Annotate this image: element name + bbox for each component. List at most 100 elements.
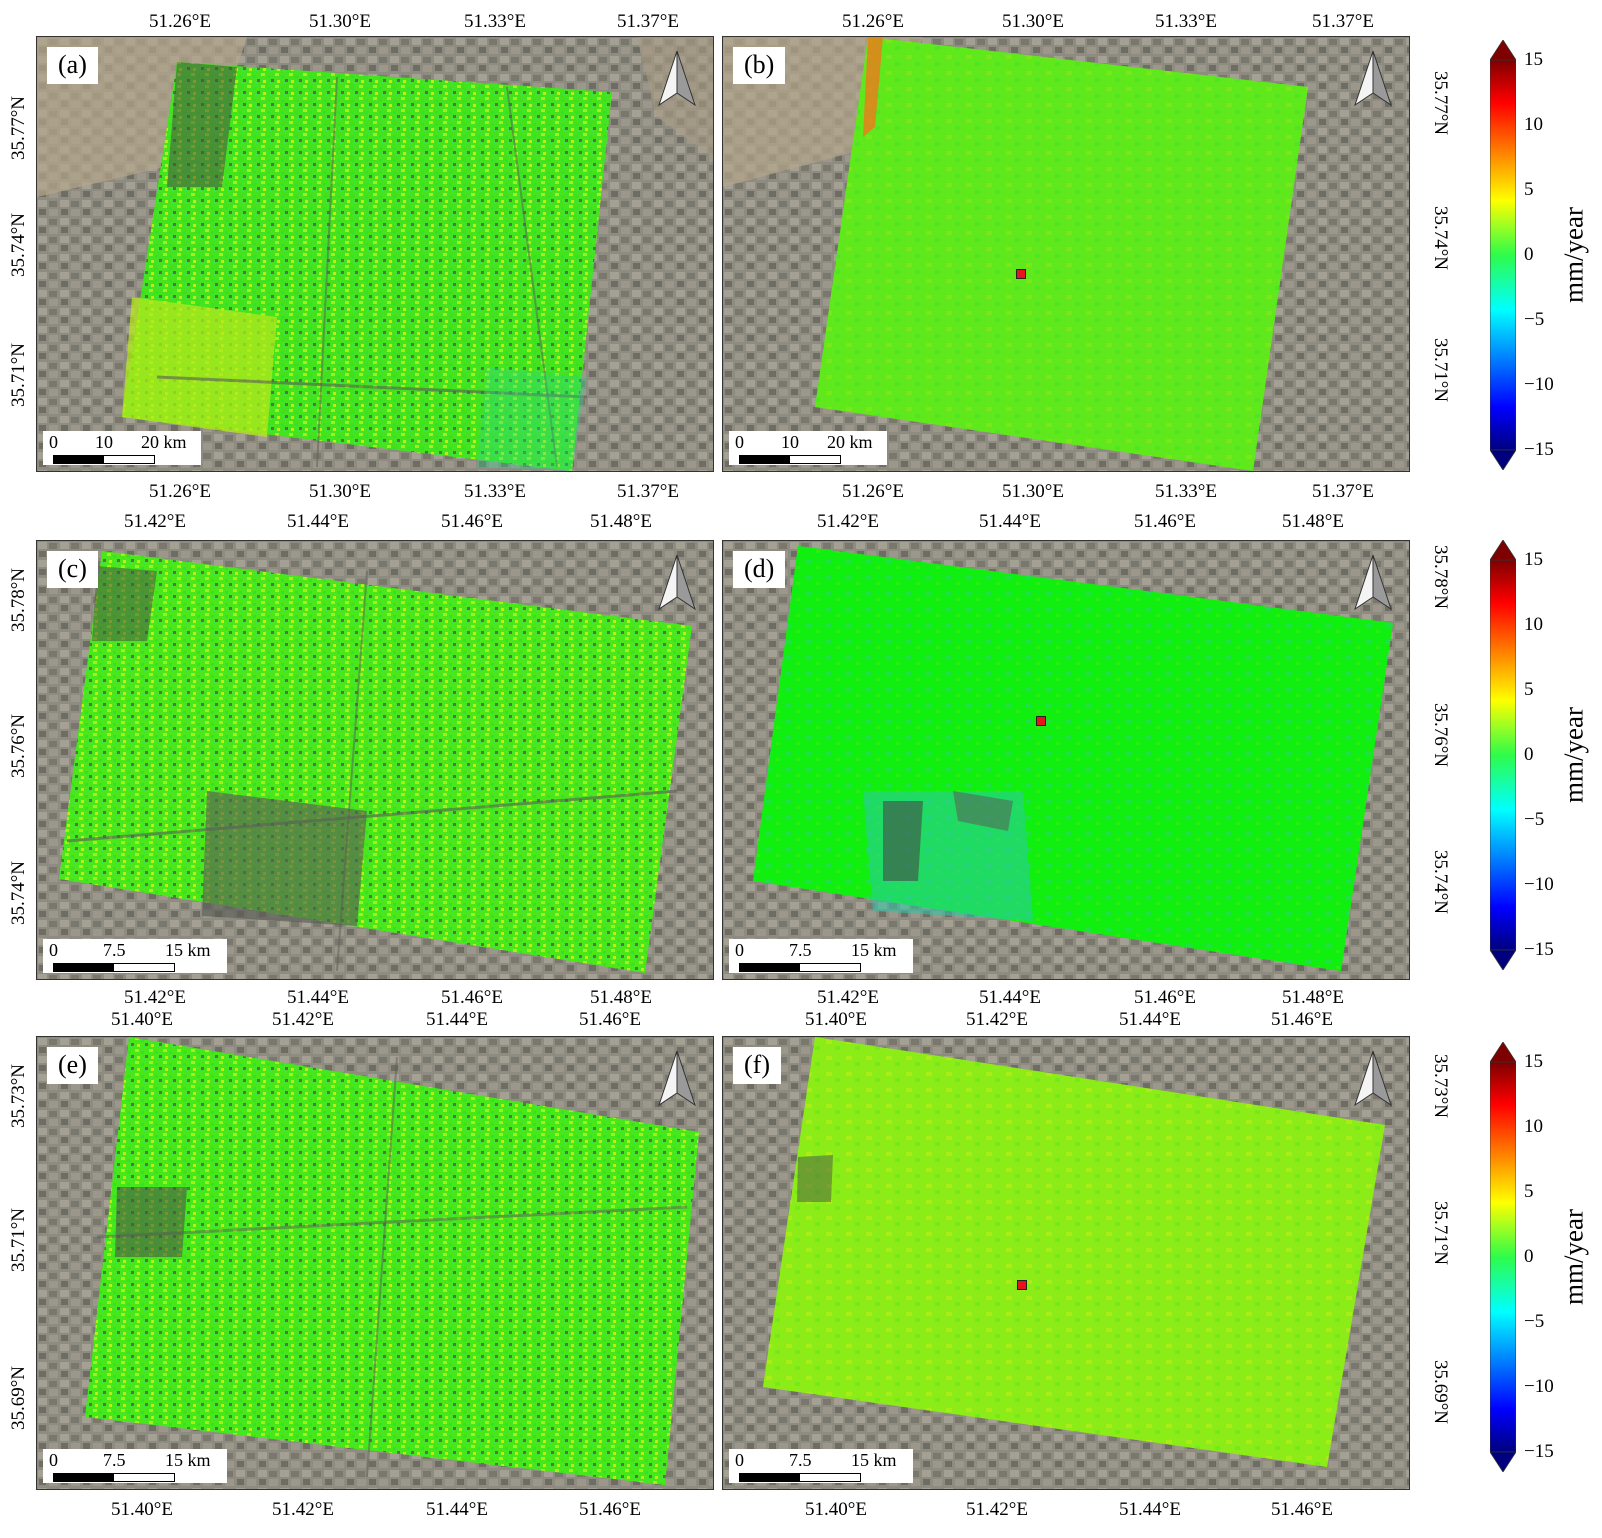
scale-label-2: 15 km xyxy=(165,940,211,960)
scale-label-0: 0 xyxy=(49,940,58,960)
bottom-tick-a-0: 51.26°E xyxy=(149,481,211,502)
colorbar-label: mm/year xyxy=(1558,707,1589,803)
colorbar-tick: 15 xyxy=(1524,49,1543,70)
scale-label-2: 15 km xyxy=(851,940,897,960)
scale-label-2: 15 km xyxy=(165,1450,211,1470)
colorbar-label: mm/year xyxy=(1558,1209,1589,1305)
bottom-tick-e-1: 51.42°E xyxy=(272,1499,334,1520)
bottom-tick-c-0: 51.42°E xyxy=(124,987,186,1008)
scale-label-1: 7.5 xyxy=(103,1450,126,1470)
bottom-tick-c-1: 51.44°E xyxy=(287,987,349,1008)
right-tick-f-1: 35.71°N xyxy=(1430,1200,1451,1266)
colorbar-tick: −10 xyxy=(1524,374,1554,395)
right-tick-d-0: 35.78°N xyxy=(1430,544,1451,610)
scale-label-0: 0 xyxy=(49,432,58,452)
scale-label-0: 0 xyxy=(735,1450,744,1470)
right-tick-f-0: 35.73°N xyxy=(1430,1053,1451,1119)
north-arrow-icon xyxy=(658,50,696,107)
north-arrow-icon xyxy=(1354,50,1392,107)
bottom-tick-c-2: 51.46°E xyxy=(441,987,503,1008)
left-tick-c-0: 35.78°N xyxy=(8,567,29,633)
colorbar-0 xyxy=(1490,40,1516,470)
map-panel-e[interactable]: (e) 0 7.5 15 km xyxy=(36,1036,714,1490)
satellite-basemap-c xyxy=(37,541,713,979)
reference-point-marker xyxy=(1016,269,1026,279)
satellite-basemap-f xyxy=(723,1037,1409,1489)
north-arrow-icon xyxy=(658,554,696,611)
left-tick-e-2: 35.69°N xyxy=(8,1365,29,1431)
bottom-tick-e-2: 51.44°E xyxy=(426,1499,488,1520)
scale-bar-b: 0 10 20 km xyxy=(729,431,887,465)
scale-label-1: 10 xyxy=(781,432,799,452)
bottom-tick-d-3: 51.48°E xyxy=(1282,987,1344,1008)
bottom-tick-d-0: 51.42°E xyxy=(817,987,879,1008)
right-tick-b-2: 35.71°N xyxy=(1430,337,1451,403)
map-panel-b[interactable]: (b) 0 10 20 km xyxy=(722,36,1410,472)
left-tick-c-1: 35.76°N xyxy=(8,713,29,779)
colorbar-1 xyxy=(1490,540,1516,970)
scale-label-1: 7.5 xyxy=(789,1450,812,1470)
satellite-basemap-a xyxy=(37,37,713,471)
scale-label-0: 0 xyxy=(735,940,744,960)
colorbar-gradient xyxy=(1490,59,1516,451)
colorbar-extend-max xyxy=(1490,540,1516,561)
right-tick-b-1: 35.74°N xyxy=(1430,205,1451,271)
colorbar-tick: 0 xyxy=(1524,744,1534,765)
right-tick-d-2: 35.74°N xyxy=(1430,849,1451,915)
colorbar-tick: 10 xyxy=(1524,1116,1543,1137)
top-tick-c-2: 51.46°E xyxy=(441,511,503,532)
colorbar-tick: −15 xyxy=(1524,1441,1554,1462)
colorbar-extend-min xyxy=(1490,449,1516,470)
satellite-basemap-b xyxy=(723,37,1409,471)
map-panel-a[interactable]: (a) 0 10 20 km xyxy=(36,36,714,472)
panel-label-d: (d) xyxy=(733,551,786,588)
map-panel-c[interactable]: (c) 0 7.5 15 km xyxy=(36,540,714,980)
top-tick-e-0: 51.40°E xyxy=(111,1009,173,1030)
satellite-basemap-e xyxy=(37,1037,713,1489)
colorbar-extend-max xyxy=(1490,40,1516,61)
left-tick-a-2: 35.71°N xyxy=(8,342,29,408)
top-tick-d-1: 51.44°E xyxy=(979,511,1041,532)
map-panel-f[interactable]: (f) 0 7.5 15 km xyxy=(722,1036,1410,1490)
top-tick-e-2: 51.44°E xyxy=(426,1009,488,1030)
colorbar-tick: 10 xyxy=(1524,114,1543,135)
satellite-basemap-d xyxy=(723,541,1409,979)
bottom-tick-f-0: 51.40°E xyxy=(805,1499,867,1520)
colorbar-tick: −15 xyxy=(1524,439,1554,460)
bottom-tick-b-1: 51.30°E xyxy=(1002,481,1064,502)
colorbar-2 xyxy=(1490,1042,1516,1472)
map-panel-d[interactable]: (d) 0 7.5 15 km xyxy=(722,540,1410,980)
panel-label-b: (b) xyxy=(733,47,786,84)
panel-label-a: (a) xyxy=(47,47,98,84)
bottom-tick-a-1: 51.30°E xyxy=(309,481,371,502)
top-tick-f-0: 51.40°E xyxy=(805,1009,867,1030)
top-tick-c-1: 51.44°E xyxy=(287,511,349,532)
top-tick-e-1: 51.42°E xyxy=(272,1009,334,1030)
scale-bar-c: 0 7.5 15 km xyxy=(43,939,227,973)
north-arrow-icon xyxy=(658,1050,696,1107)
colorbar-tick: 5 xyxy=(1524,179,1534,200)
colorbar-gradient xyxy=(1490,1061,1516,1453)
colorbar-tick: −5 xyxy=(1524,1311,1545,1332)
top-tick-b-3: 51.37°E xyxy=(1312,11,1374,32)
colorbar-tick: −5 xyxy=(1524,809,1545,830)
colorbar-tick: −15 xyxy=(1524,939,1554,960)
bottom-tick-f-3: 51.46°E xyxy=(1271,1499,1333,1520)
colorbar-tick: 0 xyxy=(1524,244,1534,265)
colorbar-tick: −10 xyxy=(1524,1376,1554,1397)
colorbar-extend-max xyxy=(1490,1042,1516,1063)
scale-label-1: 10 xyxy=(95,432,113,452)
bottom-tick-f-1: 51.42°E xyxy=(966,1499,1028,1520)
top-tick-d-2: 51.46°E xyxy=(1134,511,1196,532)
bottom-tick-c-3: 51.48°E xyxy=(590,987,652,1008)
top-tick-a-3: 51.37°E xyxy=(617,11,679,32)
top-tick-a-0: 51.26°E xyxy=(149,11,211,32)
top-tick-f-3: 51.46°E xyxy=(1271,1009,1333,1030)
scale-label-0: 0 xyxy=(735,432,744,452)
left-tick-e-0: 35.73°N xyxy=(8,1063,29,1129)
colorbar-tick: −10 xyxy=(1524,874,1554,895)
colorbar-tick: 5 xyxy=(1524,679,1534,700)
top-tick-a-2: 51.33°E xyxy=(464,11,526,32)
bottom-tick-b-3: 51.37°E xyxy=(1312,481,1374,502)
top-tick-c-3: 51.48°E xyxy=(590,511,652,532)
